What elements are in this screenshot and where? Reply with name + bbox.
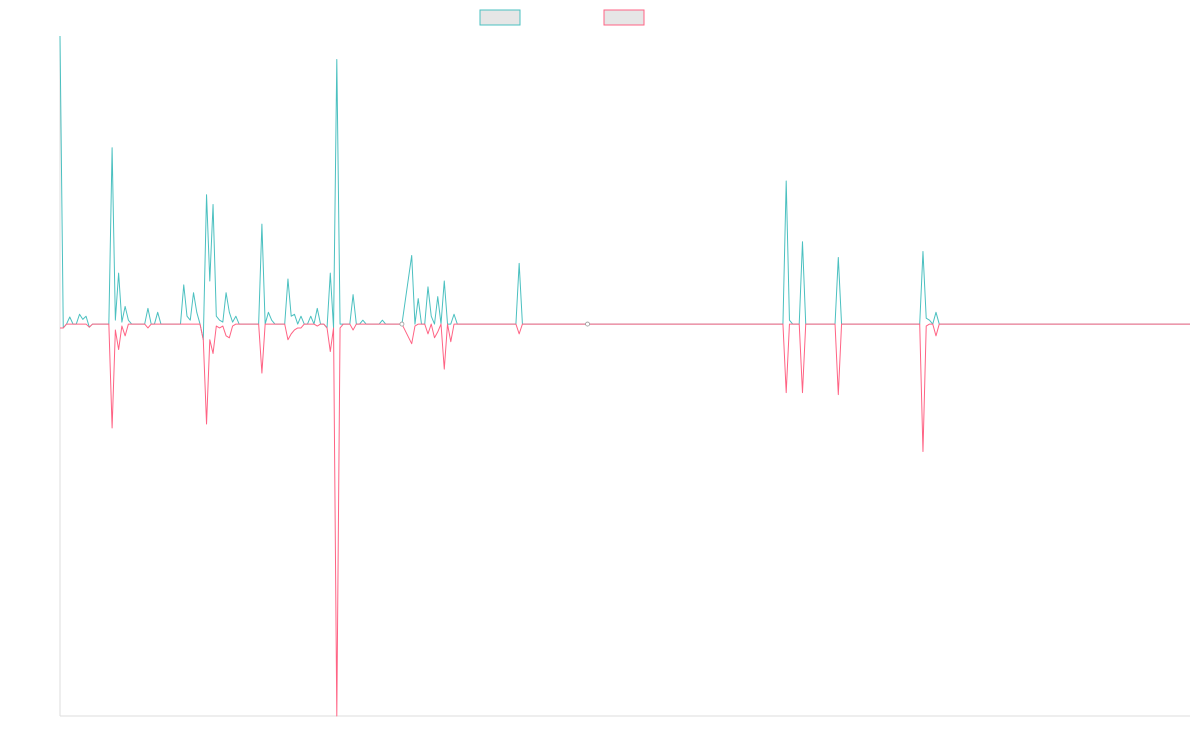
legend[interactable] <box>479 9 645 26</box>
legend-swatch-1 <box>479 9 521 26</box>
legend-item-1[interactable] <box>479 9 521 26</box>
legend-item-2[interactable] <box>603 9 645 26</box>
axes <box>59 36 1190 717</box>
legend-swatch-2 <box>603 9 645 26</box>
series-line-2 <box>60 323 1190 717</box>
data-point-marker-2 <box>585 321 590 327</box>
data-point-marker-1 <box>399 321 405 327</box>
series-line-1 <box>59 35 1190 341</box>
series-layer <box>59 35 1190 717</box>
